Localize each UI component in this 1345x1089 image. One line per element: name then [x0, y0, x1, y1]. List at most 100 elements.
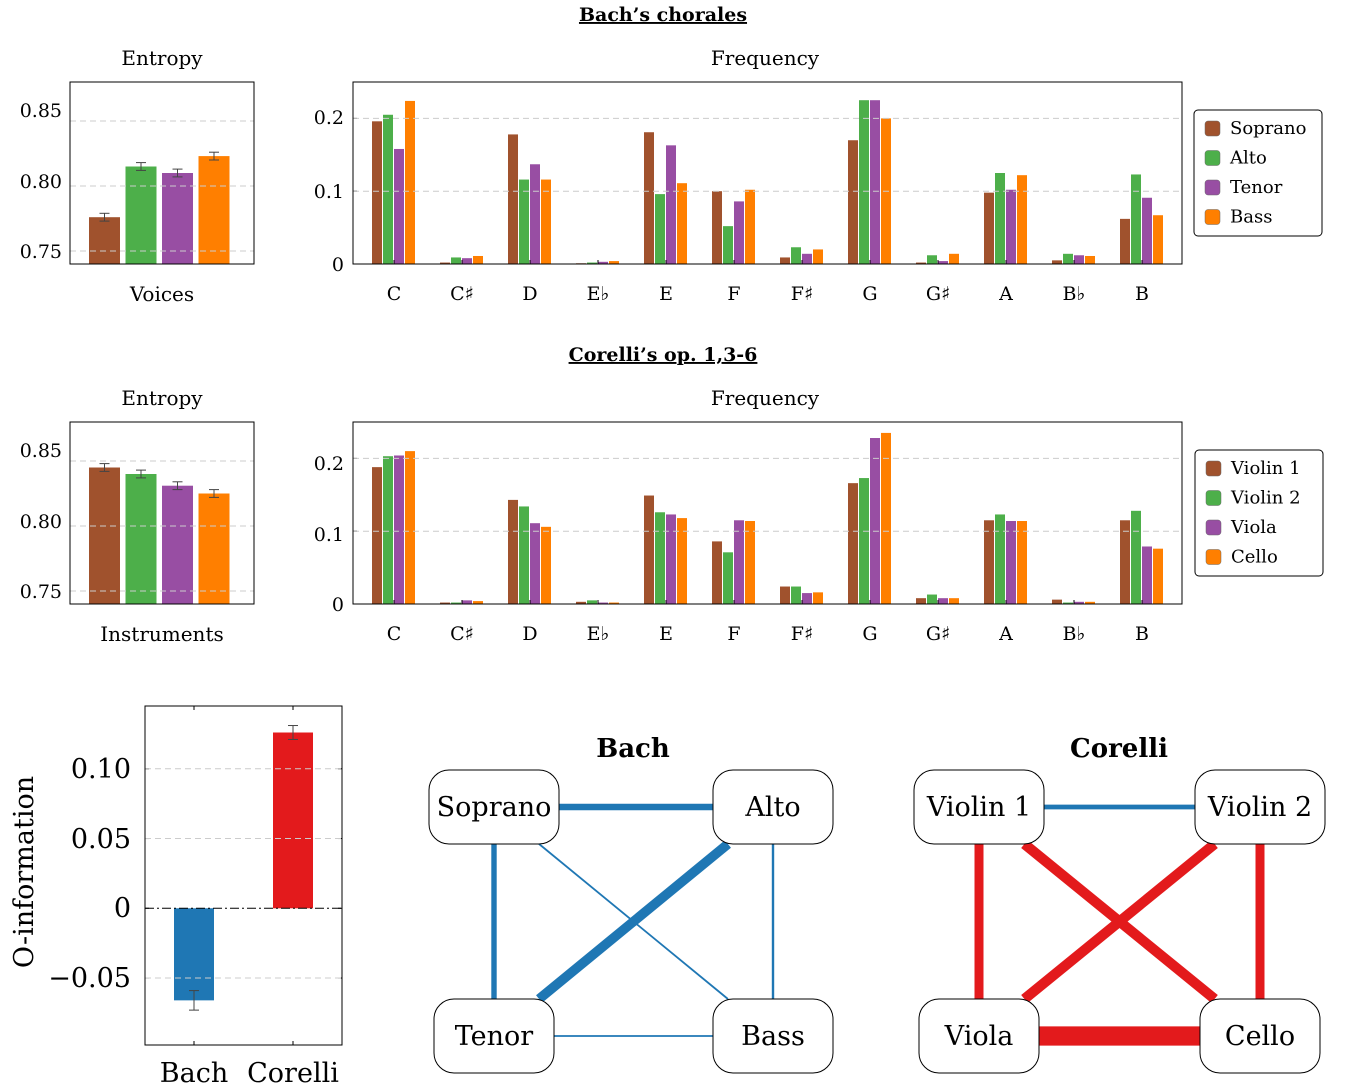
- bach-entropy: [70, 120, 230, 264]
- corelli-frequency-bar: [1085, 601, 1095, 604]
- bach-frequency-bar: [372, 121, 382, 264]
- corelli-frequency-xtick-label: B: [1135, 623, 1149, 645]
- bach-frequency-xtick-label: G♯: [926, 283, 950, 305]
- bach-frequency-xtick-label: G: [862, 283, 877, 305]
- legend-swatch: [1205, 549, 1222, 565]
- bach-frequency-bar: [916, 262, 926, 264]
- network-edge: [536, 840, 731, 1003]
- bach-frequency-bar: [677, 183, 687, 264]
- bach-frequency-bar: [859, 100, 869, 264]
- corelli-frequency-bar: [780, 586, 790, 604]
- bach-frequency-bar: [451, 257, 461, 264]
- corelli-entropy-xlabel: Instruments: [100, 622, 224, 646]
- corelli-frequency-bar: [1006, 521, 1016, 604]
- bach-frequency-bar: [644, 132, 654, 264]
- corelli-frequency-bar: [1017, 521, 1027, 604]
- bach-frequency-bar: [1142, 197, 1152, 264]
- network-node-label: Cello: [1225, 1021, 1295, 1052]
- bach-frequency-bar: [791, 247, 801, 264]
- chart-marks: C C♯ D E♭ E F F♯ G G♯ A B♭ B Soprano Alto Tenor Bass C C♯…: [69, 81, 1326, 1089]
- tick-label: 0.75: [20, 581, 62, 603]
- corelli-frequency-bar: [723, 552, 733, 604]
- bach-entropy-frame: [69, 81, 255, 265]
- tick-label: 0: [332, 254, 344, 276]
- network-edges: [491, 803, 775, 1037]
- corelli-frequency-bar: [576, 601, 586, 604]
- bach-frequency-bar: [666, 145, 676, 264]
- corelli-entropy-bar: [89, 467, 120, 604]
- corelli-frequency-bar: [405, 451, 415, 604]
- bach-frequency-bar: [541, 179, 551, 264]
- tick-label: 0.85: [20, 440, 62, 462]
- bach-frequency-bar: [1074, 255, 1084, 264]
- bach-entropy-bar: [89, 217, 120, 264]
- corelli-frequency-xtick-label: E: [659, 623, 673, 645]
- bach-frequency-xtick-label: B: [1135, 283, 1149, 305]
- corelli-entropy-bar: [198, 493, 230, 604]
- legend-swatch: [1205, 460, 1222, 477]
- legend-label: Viola: [1230, 517, 1277, 538]
- corelli-frequency-bar: [372, 467, 382, 604]
- legend-swatch: [1205, 519, 1222, 536]
- network-bach: Soprano Alto Tenor Bass: [428, 769, 834, 1074]
- corelli-frequency-xtick-label: E♭: [587, 623, 610, 645]
- bach-frequency-bar: [848, 140, 858, 264]
- corelli-frequency-xtick-label: D: [522, 623, 537, 645]
- corelli-frequency-bar: [734, 520, 744, 604]
- bach-network-title: Bach: [596, 734, 670, 764]
- corelli-frequency-xtick-label: F♯: [791, 623, 813, 645]
- legend-label: Violin 2: [1230, 488, 1301, 509]
- network-corelli: Violin 1 Violin 2 Viola Cello: [913, 769, 1326, 1074]
- bach-frequency-bar: [1153, 215, 1163, 264]
- bach-frequency-xtick-label: C♯: [450, 283, 474, 305]
- bach-frequency-frame: [352, 81, 1183, 265]
- bach-entropy-yticks: 0.75 0.80 0.85: [20, 100, 62, 263]
- legend-label: Bass: [1230, 207, 1272, 228]
- tick-label: 0.05: [71, 824, 131, 855]
- corelli-frequency-bar: [644, 495, 654, 604]
- legend-swatch: [1204, 150, 1221, 166]
- legend-swatch: [1205, 490, 1222, 506]
- corelli-entropy-frame: [69, 421, 255, 605]
- corelli-frequency-bar: [394, 455, 404, 604]
- network-node-label: Soprano: [437, 792, 552, 823]
- bach-frequency-bar: [927, 255, 937, 264]
- corelli-frequency-bar: [984, 520, 994, 604]
- legend-box: [1194, 449, 1324, 577]
- network-node: [428, 769, 560, 845]
- corelli-frequency-xtick-label: C♯: [450, 623, 474, 645]
- bach-frequency-bar: [530, 164, 540, 264]
- bach-frequency-xtick-label: F♯: [791, 283, 813, 305]
- bach-frequency-bar: [813, 249, 823, 264]
- bach-frequency-legend: Soprano Alto Tenor Bass: [1193, 109, 1323, 237]
- legend-label: Soprano: [1230, 118, 1306, 139]
- bach-frequency-bar: [1085, 255, 1095, 264]
- tick-label: 0.85: [20, 100, 62, 122]
- bach-frequency-bar: [1063, 253, 1073, 264]
- corelli-entropy-yticks: 0.75 0.80 0.85: [20, 440, 62, 603]
- legend-swatch: [1204, 179, 1221, 196]
- corelli-frequency-bar: [859, 478, 869, 604]
- corelli-frequency-bar: [1074, 601, 1084, 604]
- bach-frequency-bar: [712, 191, 722, 264]
- corelli-frequency-bar: [473, 601, 483, 604]
- corelli-frequency-bar: [916, 598, 926, 604]
- corelli-frequency-bar: [995, 514, 1005, 604]
- bach-frequency-bar: [1052, 260, 1062, 264]
- tick-label: 0.2: [314, 453, 344, 475]
- network-node: [1194, 769, 1326, 845]
- bach-frequency-bar: [440, 262, 450, 264]
- network-node: [712, 998, 834, 1074]
- bach-frequency-bar: [745, 189, 755, 264]
- corelli-frequency-xtick-label: G♯: [926, 623, 950, 645]
- bach-entropy-xlabel: Voices: [129, 282, 194, 306]
- corelli-frequency-bar: [462, 600, 472, 604]
- bach-frequency-xtick-label: F: [727, 283, 740, 305]
- corelli-network-title: Corelli: [1070, 734, 1168, 764]
- corelli-frequency-title: Frequency: [711, 386, 820, 410]
- corelli-frequency-bar: [598, 602, 608, 604]
- bach-frequency-bar: [405, 100, 415, 264]
- bach-entropy-title: Entropy: [121, 46, 203, 70]
- corelli-frequency-bar: [383, 456, 393, 604]
- tick-label: −0.05: [48, 963, 131, 994]
